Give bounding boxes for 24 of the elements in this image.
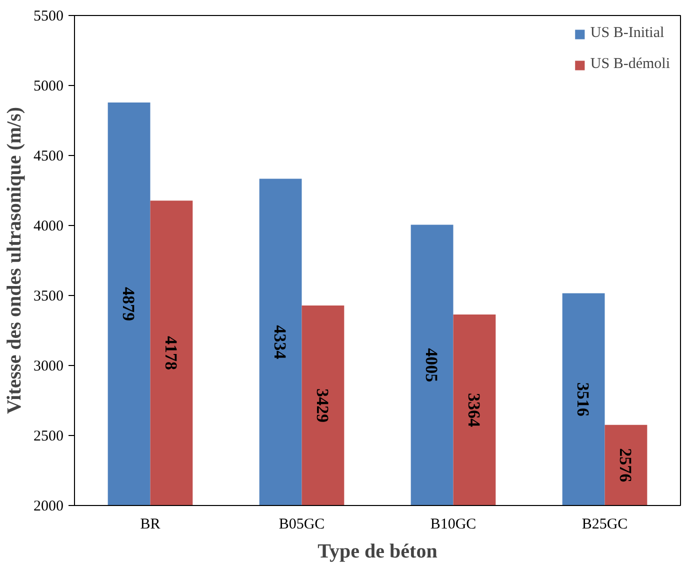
data-label: 2576: [616, 448, 635, 482]
x-tick-label: B10GC: [430, 516, 476, 532]
data-label: 4178: [161, 336, 180, 370]
x-axis-title: Type de béton: [318, 540, 438, 562]
data-label: 4334: [270, 325, 290, 360]
data-label: 3364: [464, 393, 484, 428]
data-label: 4879: [119, 286, 138, 321]
y-tick-label: 4500: [34, 148, 64, 164]
x-tick-label: BR: [140, 516, 160, 532]
y-tick-label: 3000: [34, 358, 64, 374]
y-tick-label: 5500: [34, 8, 64, 24]
x-tick-label: B25GC: [582, 516, 628, 532]
y-tick-label: 2000: [34, 498, 64, 514]
y-tick-label: 4000: [34, 218, 64, 234]
data-label: 3516: [574, 382, 593, 416]
data-label: 3429: [312, 388, 332, 422]
y-tick-label: 2500: [34, 428, 64, 444]
y-tick-label: 3500: [34, 288, 64, 304]
y-axis-title: Vitesse des ondes ultrasonique (m/s): [4, 106, 26, 414]
data-label: 4005: [422, 348, 442, 382]
legend-label: US B-Initial: [590, 25, 664, 42]
y-tick-label: 5000: [34, 78, 64, 94]
x-tick-label: B05GC: [278, 516, 325, 532]
legend-label: US B-démoli: [590, 56, 670, 73]
